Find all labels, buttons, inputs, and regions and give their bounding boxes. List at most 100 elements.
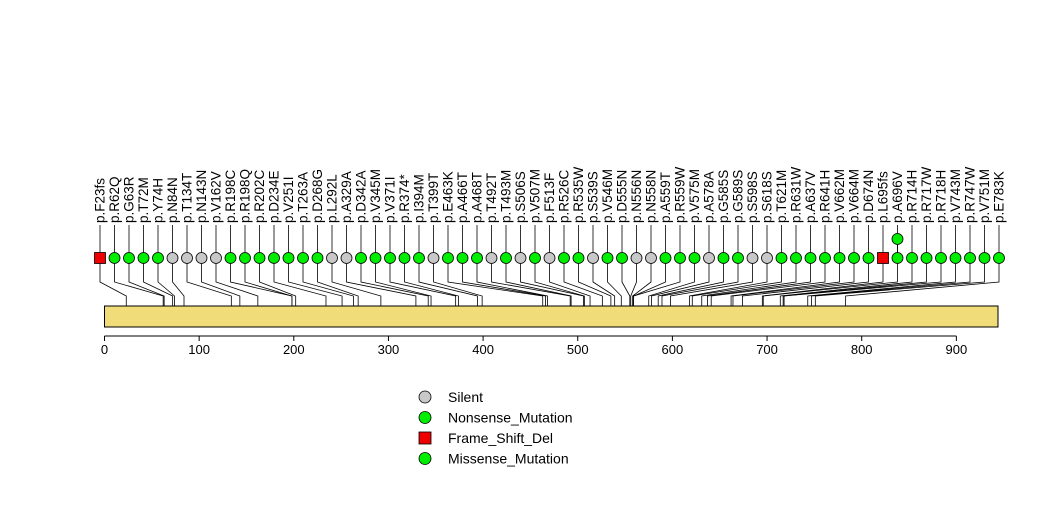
mutation-label: p.S618S [760,171,775,223]
mutation-connector [670,258,753,306]
mutation-point-circle [500,252,512,264]
mutation-connector [360,258,429,306]
mutation-point-circle [210,252,222,264]
mutation-label: p.T134T [180,173,195,223]
mutation-connector [201,258,241,306]
mutation-point-square [877,252,889,264]
mutation-label: p.G63R [122,176,137,223]
mutation-point-circle [123,252,135,264]
mutation-connector [578,258,612,306]
mutation-connector [742,258,869,306]
mutation-point-circle [413,252,425,264]
x-tick-label: 800 [851,342,873,357]
mutation-point-circle [775,252,788,264]
mutation-connector [375,258,432,306]
mutation-point-circle [253,252,266,264]
mutation-connector [520,258,584,306]
mutation-label: p.T399T [426,173,441,223]
mutation-point-circle [746,252,759,264]
mutation-label: p.A559T [658,172,673,223]
mutation-connector [701,258,797,306]
mutation-point-circle [964,252,976,264]
x-tick-label: 500 [567,342,589,357]
mutation-point-circle [978,252,991,264]
mutation-point-circle [833,252,846,264]
mutation-connector [779,258,913,306]
mutation-point-circle [572,252,585,264]
mutation-connector [762,258,898,306]
mutation-connector [172,258,185,306]
mutation-point-square [94,252,106,264]
mutation-connector [710,258,826,306]
mutation-point-circle [471,252,483,264]
mutation-label: p.D342A [354,170,369,223]
mutation-point-circle [993,252,1005,264]
mutation-connector [621,258,631,306]
mutation-connector [814,258,985,306]
mutation-point-circle [790,252,802,264]
mutation-label: p.V575M [687,169,702,223]
mutation-label: p.V664M [847,169,862,223]
mutation-label: p.N143N [194,170,209,223]
mutation-point-circle [514,252,527,264]
mutation-connector [99,258,127,306]
mutation-connector [633,258,681,306]
mutation-label: p.V546M [600,169,615,223]
mutation-label: p.V751M [977,169,992,223]
mutation-connector [661,258,739,306]
mutation-point-circle [355,252,367,264]
mutation-connector [389,258,457,306]
legend-label: Silent [448,389,483,405]
mutation-point-circle [645,252,657,264]
mutation-connector [317,258,359,306]
mutation-connector [157,258,175,306]
mutation-label: p.T263A [296,172,311,223]
mutation-label: p.V371I [383,176,398,223]
mutation-label: p.F513F [542,173,557,223]
mutation-label: p.R62Q [107,176,122,223]
legend-label: Nonsense_Mutation [448,410,573,426]
mutation-connector [259,258,297,306]
legend-symbol-circle [418,411,432,424]
mutation-point-circle [442,252,454,264]
mutation-labels: p.F23fs p.R62Q p.G63R p.T72M p.Y74H p.N84N p.T… [93,166,1007,223]
mutation-connector [632,258,652,306]
mutation-connector [730,258,840,306]
mutation-point-circle [398,252,411,264]
mutation-label: p.R747W [963,166,978,223]
mutation-label: p.D268G [310,169,325,223]
mutation-point-circle [137,252,150,264]
mutation-point-circle [703,252,715,264]
mutation-point-circle [340,252,353,264]
x-axis: 0 100 200 300 400 500 600 700 800 900 [101,335,967,357]
mutation-label: p.L695fs [876,171,891,223]
mutation-point-circle [761,252,773,264]
mutation-label: p.S506S [513,171,528,223]
mutation-connector [807,258,956,306]
mutation-label: p.G585S [716,170,731,223]
mutation-connector [491,258,571,306]
mutation-label: p.R198Q [238,169,253,223]
mutation-point-circle [152,252,164,264]
mutation-point-circle [427,252,440,264]
mutation-label: p.N558N [644,170,659,223]
mutation-label: p.T621M [774,170,789,223]
mutation-connector [143,258,174,306]
mutation-label: p.V345M [368,169,383,223]
mutation-label: p.D234E [267,170,282,223]
mutation-point-circle [543,252,556,264]
mutation-label: p.A466T [455,172,470,223]
mutation-label: p.A696V [890,171,905,223]
mutation-connector [783,258,942,306]
mutation-connector [302,258,354,306]
mutation-label: p.R714H [905,170,920,223]
legend-label: Missense_Mutation [448,451,569,467]
mutation-point-circle [224,252,237,264]
mutation-connector [691,258,782,306]
mutation-connector [114,258,164,306]
mutation-label: p.G589S [731,170,746,223]
mutation-label: p.R526C [557,169,572,223]
mutation-connector [346,258,417,306]
mutation-connector [592,258,616,306]
